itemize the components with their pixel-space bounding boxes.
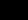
- Bar: [19, 7, 24, 10]
- Text: 230: 230: [0, 0, 8, 8]
- Bar: [5, 10, 9, 12]
- Text: DIRECT RF CADC-MULTIPLE S&H IMPLEMENTATION: DIRECT RF CADC-MULTIPLE S&H IMPLEMENTATI…: [0, 0, 28, 15]
- Text: 360: 360: [7, 4, 28, 19]
- Text: 10: 10: [27, 0, 28, 11]
- Bar: [5, 2, 9, 4]
- Text: S&H
4: S&H 4: [0, 0, 28, 20]
- Text: ϕ3: ϕ3: [1, 1, 28, 20]
- Text: Σ: Σ: [4, 0, 28, 20]
- Text: ϕ1: ϕ1: [1, 6, 28, 20]
- Text: 230: 230: [0, 0, 8, 10]
- Bar: [14, 2, 15, 18]
- Bar: [24, 11, 25, 14]
- Text: =: =: [0, 0, 12, 16]
- Text: 340: 340: [15, 0, 28, 1]
- Text: 230: 230: [0, 1, 8, 15]
- Text: 362: 362: [25, 4, 28, 18]
- Text: ϕN: ϕN: [1, 0, 28, 12]
- Bar: [5, 8, 9, 10]
- Text: 1: 1: [0, 0, 10, 7]
- Bar: [19, 2, 27, 5]
- Text: Q: Q: [14, 17, 28, 20]
- Text: 330: 330: [12, 0, 28, 1]
- Text: ADC REGISTER CLOCK
(Fs/M RATE): ADC REGISTER CLOCK (Fs/M RATE): [0, 0, 28, 20]
- Text: I: I: [18, 17, 25, 20]
- Text: SHIFT: SHIFT: [0, 4, 28, 20]
- Text: b BITS: b BITS: [22, 2, 28, 19]
- Text: 352: 352: [25, 0, 28, 14]
- Bar: [19, 11, 24, 15]
- Text: ADC: ADC: [0, 0, 28, 18]
- Text: 332: 332: [0, 0, 28, 1]
- Text: 230: 230: [0, 0, 8, 2]
- Bar: [5, 13, 9, 15]
- Bar: [24, 7, 25, 9]
- Text: S&H
3: S&H 3: [0, 0, 28, 20]
- Text: Fₛ: Fₛ: [0, 7, 13, 20]
- Text: 342: 342: [17, 0, 28, 1]
- Text: ϕ2: ϕ2: [1, 3, 28, 20]
- Bar: [5, 15, 9, 17]
- Bar: [12, 2, 14, 18]
- Text: kf₀: kf₀: [0, 7, 19, 20]
- Text: S&H
2: S&H 2: [0, 0, 28, 20]
- Text: ANALOG SIGNAL IN: ANALOG SIGNAL IN: [0, 0, 28, 10]
- Text: 350: 350: [7, 1, 28, 15]
- Text: S&H
1: S&H 1: [0, 0, 28, 20]
- Text: W
E
I
G
H
T
I
N
G: W E I G H T I N G: [3, 0, 23, 20]
- Text: 1: 1: [0, 0, 12, 7]
- Text: 230: 230: [0, 0, 8, 13]
- Text: Δϕ=: Δϕ=: [1, 0, 28, 17]
- Bar: [15, 2, 17, 18]
- Text: ϕ4: ϕ4: [1, 0, 28, 18]
- Text: S&H
M: S&H M: [0, 0, 28, 20]
- Text: Fs/M
CLOCK
RATES: Fs/M CLOCK RATES: [0, 0, 28, 20]
- Text: REGISTER: REGISTER: [0, 5, 28, 20]
